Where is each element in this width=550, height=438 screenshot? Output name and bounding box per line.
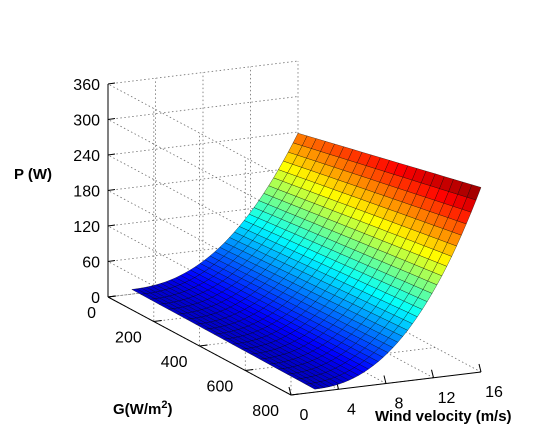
- grid-line-y: [199, 133, 390, 347]
- y-tick-label: 600: [207, 379, 234, 396]
- axes: [107, 82, 482, 396]
- z-tick-mark: [107, 189, 116, 191]
- y-axis-label-superscript: 2: [161, 399, 167, 411]
- surface-cell: [466, 184, 482, 201]
- z-tick-mark: [107, 118, 116, 120]
- x-tick-mark: [478, 363, 482, 373]
- x-tick-label: 8: [395, 396, 404, 413]
- y-tick-mark: [290, 393, 300, 396]
- z-tick-label: 60: [82, 255, 100, 272]
- x-tick-label: 4: [347, 401, 356, 418]
- y-tick-label: 0: [87, 305, 96, 322]
- z-tick-label: 180: [73, 184, 100, 201]
- z-tick-mark: [107, 295, 116, 298]
- grid-line-z: [106, 60, 299, 183]
- y-axis-label-end: ): [167, 401, 172, 418]
- grid-line-z: [106, 96, 299, 218]
- x-tick-mark: [431, 369, 434, 378]
- y-axis-label-base: G(W/m: [113, 401, 161, 418]
- y-tick-mark: [245, 369, 254, 371]
- z-tick-mark: [107, 260, 116, 262]
- z-tick-mark: [107, 153, 116, 156]
- grid-line-z: [106, 131, 299, 254]
- grid-line-x: [297, 61, 482, 373]
- x-axis-label: Wind velocity (m/s): [375, 408, 512, 425]
- y-tick-label: 400: [161, 354, 188, 371]
- surface-mesh: [131, 132, 482, 390]
- y-tick-label: 800: [252, 403, 279, 420]
- grid-line-y: [153, 108, 344, 322]
- z-tick-label: 120: [73, 219, 100, 236]
- z-tick-label: 300: [73, 113, 100, 130]
- x-tick-mark: [288, 386, 292, 396]
- y-tick-mark: [153, 320, 162, 322]
- z-tick-label: 360: [73, 77, 100, 94]
- y-tick-label: 200: [115, 330, 142, 347]
- x-tick-label: 16: [485, 384, 503, 401]
- x-tick-mark: [383, 375, 387, 384]
- z-tick-mark: [107, 224, 116, 227]
- z-axis-label: P (W): [14, 166, 52, 183]
- z-tick-label: 0: [91, 290, 100, 307]
- y-axis-label: G(W/m2): [113, 399, 172, 418]
- x-tick-label: 12: [438, 390, 456, 407]
- x-tick-label: 0: [300, 407, 309, 424]
- tick-labels: 0 60 120 180 240 300 360 0 200 400 600 800 0 4 8 12 16: [73, 77, 503, 424]
- z-tick-label: 240: [73, 148, 100, 165]
- z-tick-mark: [107, 82, 116, 85]
- y-tick-mark: [199, 344, 208, 347]
